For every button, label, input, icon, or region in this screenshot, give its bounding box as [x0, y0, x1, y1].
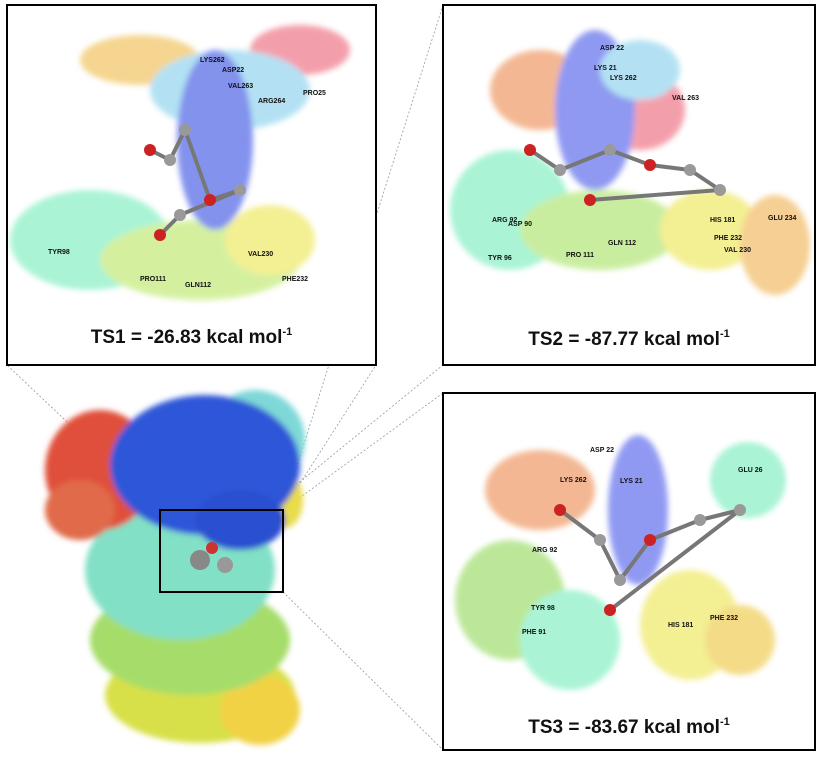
residue-label: ASP22: [222, 67, 244, 74]
surface-blob: [600, 40, 680, 100]
zoom-box: [159, 509, 284, 593]
residue-label: ASP 22: [600, 45, 624, 52]
residue-label: ASP 90: [508, 221, 532, 228]
atom: [174, 209, 186, 221]
surface-blob: [740, 195, 810, 295]
ligand: [190, 542, 233, 573]
atom: [614, 574, 626, 586]
residue-label: LYS 262: [610, 75, 637, 82]
residue-label: ASP 22: [590, 447, 614, 454]
residue-label: TYR 96: [488, 255, 512, 262]
residue-label: LYS262: [200, 57, 225, 64]
atom: [234, 184, 246, 196]
residue-label: GLN 112: [608, 240, 636, 247]
bond: [598, 539, 622, 581]
surface-blob: [225, 205, 315, 275]
residue-label: PHE 232: [714, 235, 742, 242]
caption: TS2 = -87.77 kcal mol-1: [528, 328, 729, 350]
residue-label: ARG 92: [532, 547, 557, 554]
bond: [649, 163, 691, 172]
bond: [699, 508, 741, 522]
atom: [524, 144, 536, 156]
bond: [618, 538, 652, 582]
bond: [688, 168, 722, 192]
surface-blob: [177, 50, 253, 230]
residue-label: PHE232: [282, 276, 308, 283]
panel-border: [442, 4, 816, 366]
residue-label: PRO25: [303, 90, 326, 97]
residue-label: PHE 232: [710, 615, 738, 622]
residue-label: ARG 92: [492, 217, 517, 224]
residue-label: GLU 26: [738, 467, 763, 474]
atom: [604, 604, 616, 616]
atom: [694, 514, 706, 526]
atom: [164, 154, 176, 166]
bond: [559, 148, 611, 172]
caption-exponent: -1: [720, 328, 730, 340]
caption: TS1 = -26.83 kcal mol-1: [91, 326, 292, 348]
atom: [554, 504, 566, 516]
atom: [144, 144, 156, 156]
residue-label: PRO 111: [566, 252, 594, 259]
surface: [455, 435, 786, 690]
atom: [179, 124, 191, 136]
residue-label: LYS 262: [560, 477, 587, 484]
caption: TS3 = -83.67 kcal mol-1: [528, 716, 729, 738]
residue-label: HIS 181: [710, 217, 735, 224]
bond: [589, 188, 721, 202]
surface-blob: [705, 605, 775, 675]
residue-label: TYR 98: [531, 605, 555, 612]
caption-text: TS3 = -83.67 kcal mol: [528, 717, 720, 738]
panel-border: [442, 392, 816, 751]
residue-label: GLN112: [185, 282, 211, 289]
residue-label: HIS 181: [668, 622, 693, 629]
surface-blob: [520, 190, 680, 270]
atom: [584, 194, 596, 206]
atom: [644, 159, 656, 171]
residue-label: VAL 263: [672, 95, 699, 102]
atom: [604, 144, 616, 156]
caption-text: TS2 = -87.77 kcal mol: [528, 329, 720, 350]
bond: [649, 518, 701, 542]
atom: [594, 534, 606, 546]
bond: [558, 508, 602, 542]
residue-label: LYS 21: [594, 65, 617, 72]
protein-surface: [45, 390, 305, 745]
atom: [684, 164, 696, 176]
surface-blob: [520, 590, 620, 690]
residue-label: ARG264: [258, 98, 285, 105]
caption-text: TS1 = -26.83 kcal mol: [91, 327, 283, 348]
residue-label: PRO111: [140, 276, 166, 283]
atom: [644, 534, 656, 546]
bond: [608, 508, 742, 612]
bond: [609, 148, 651, 167]
bond: [183, 129, 212, 201]
bond: [528, 148, 562, 172]
surface-blob: [608, 435, 668, 585]
atom: [554, 164, 566, 176]
residue-label: PHE 91: [522, 629, 546, 636]
atom: [714, 184, 726, 196]
caption-exponent: -1: [282, 326, 292, 338]
surface-blob: [485, 450, 595, 530]
surface: [10, 25, 350, 300]
atom: [734, 504, 746, 516]
atom: [204, 194, 216, 206]
panel: ASP 22 GLU 26 LYS 262 LYS 21 ARG 92 TYR 98 PHE…: [442, 392, 816, 751]
residue-label: GLU 234: [768, 215, 797, 222]
atom: [154, 229, 166, 241]
surface-blob: [710, 442, 786, 518]
panel-border: [6, 4, 377, 366]
residue-label: VAL263: [228, 83, 253, 90]
surface-blob: [660, 190, 760, 270]
residue-label: LYS 21: [620, 478, 643, 485]
residue-label: VAL 230: [724, 247, 751, 254]
caption-exponent: -1: [720, 716, 730, 728]
residue-label: TYR98: [48, 249, 70, 256]
panel: LYS262 ASP22 VAL263 ARG264 PRO25 TYR98 PRO111 G…: [6, 4, 377, 366]
residue-label: VAL230: [248, 251, 273, 258]
